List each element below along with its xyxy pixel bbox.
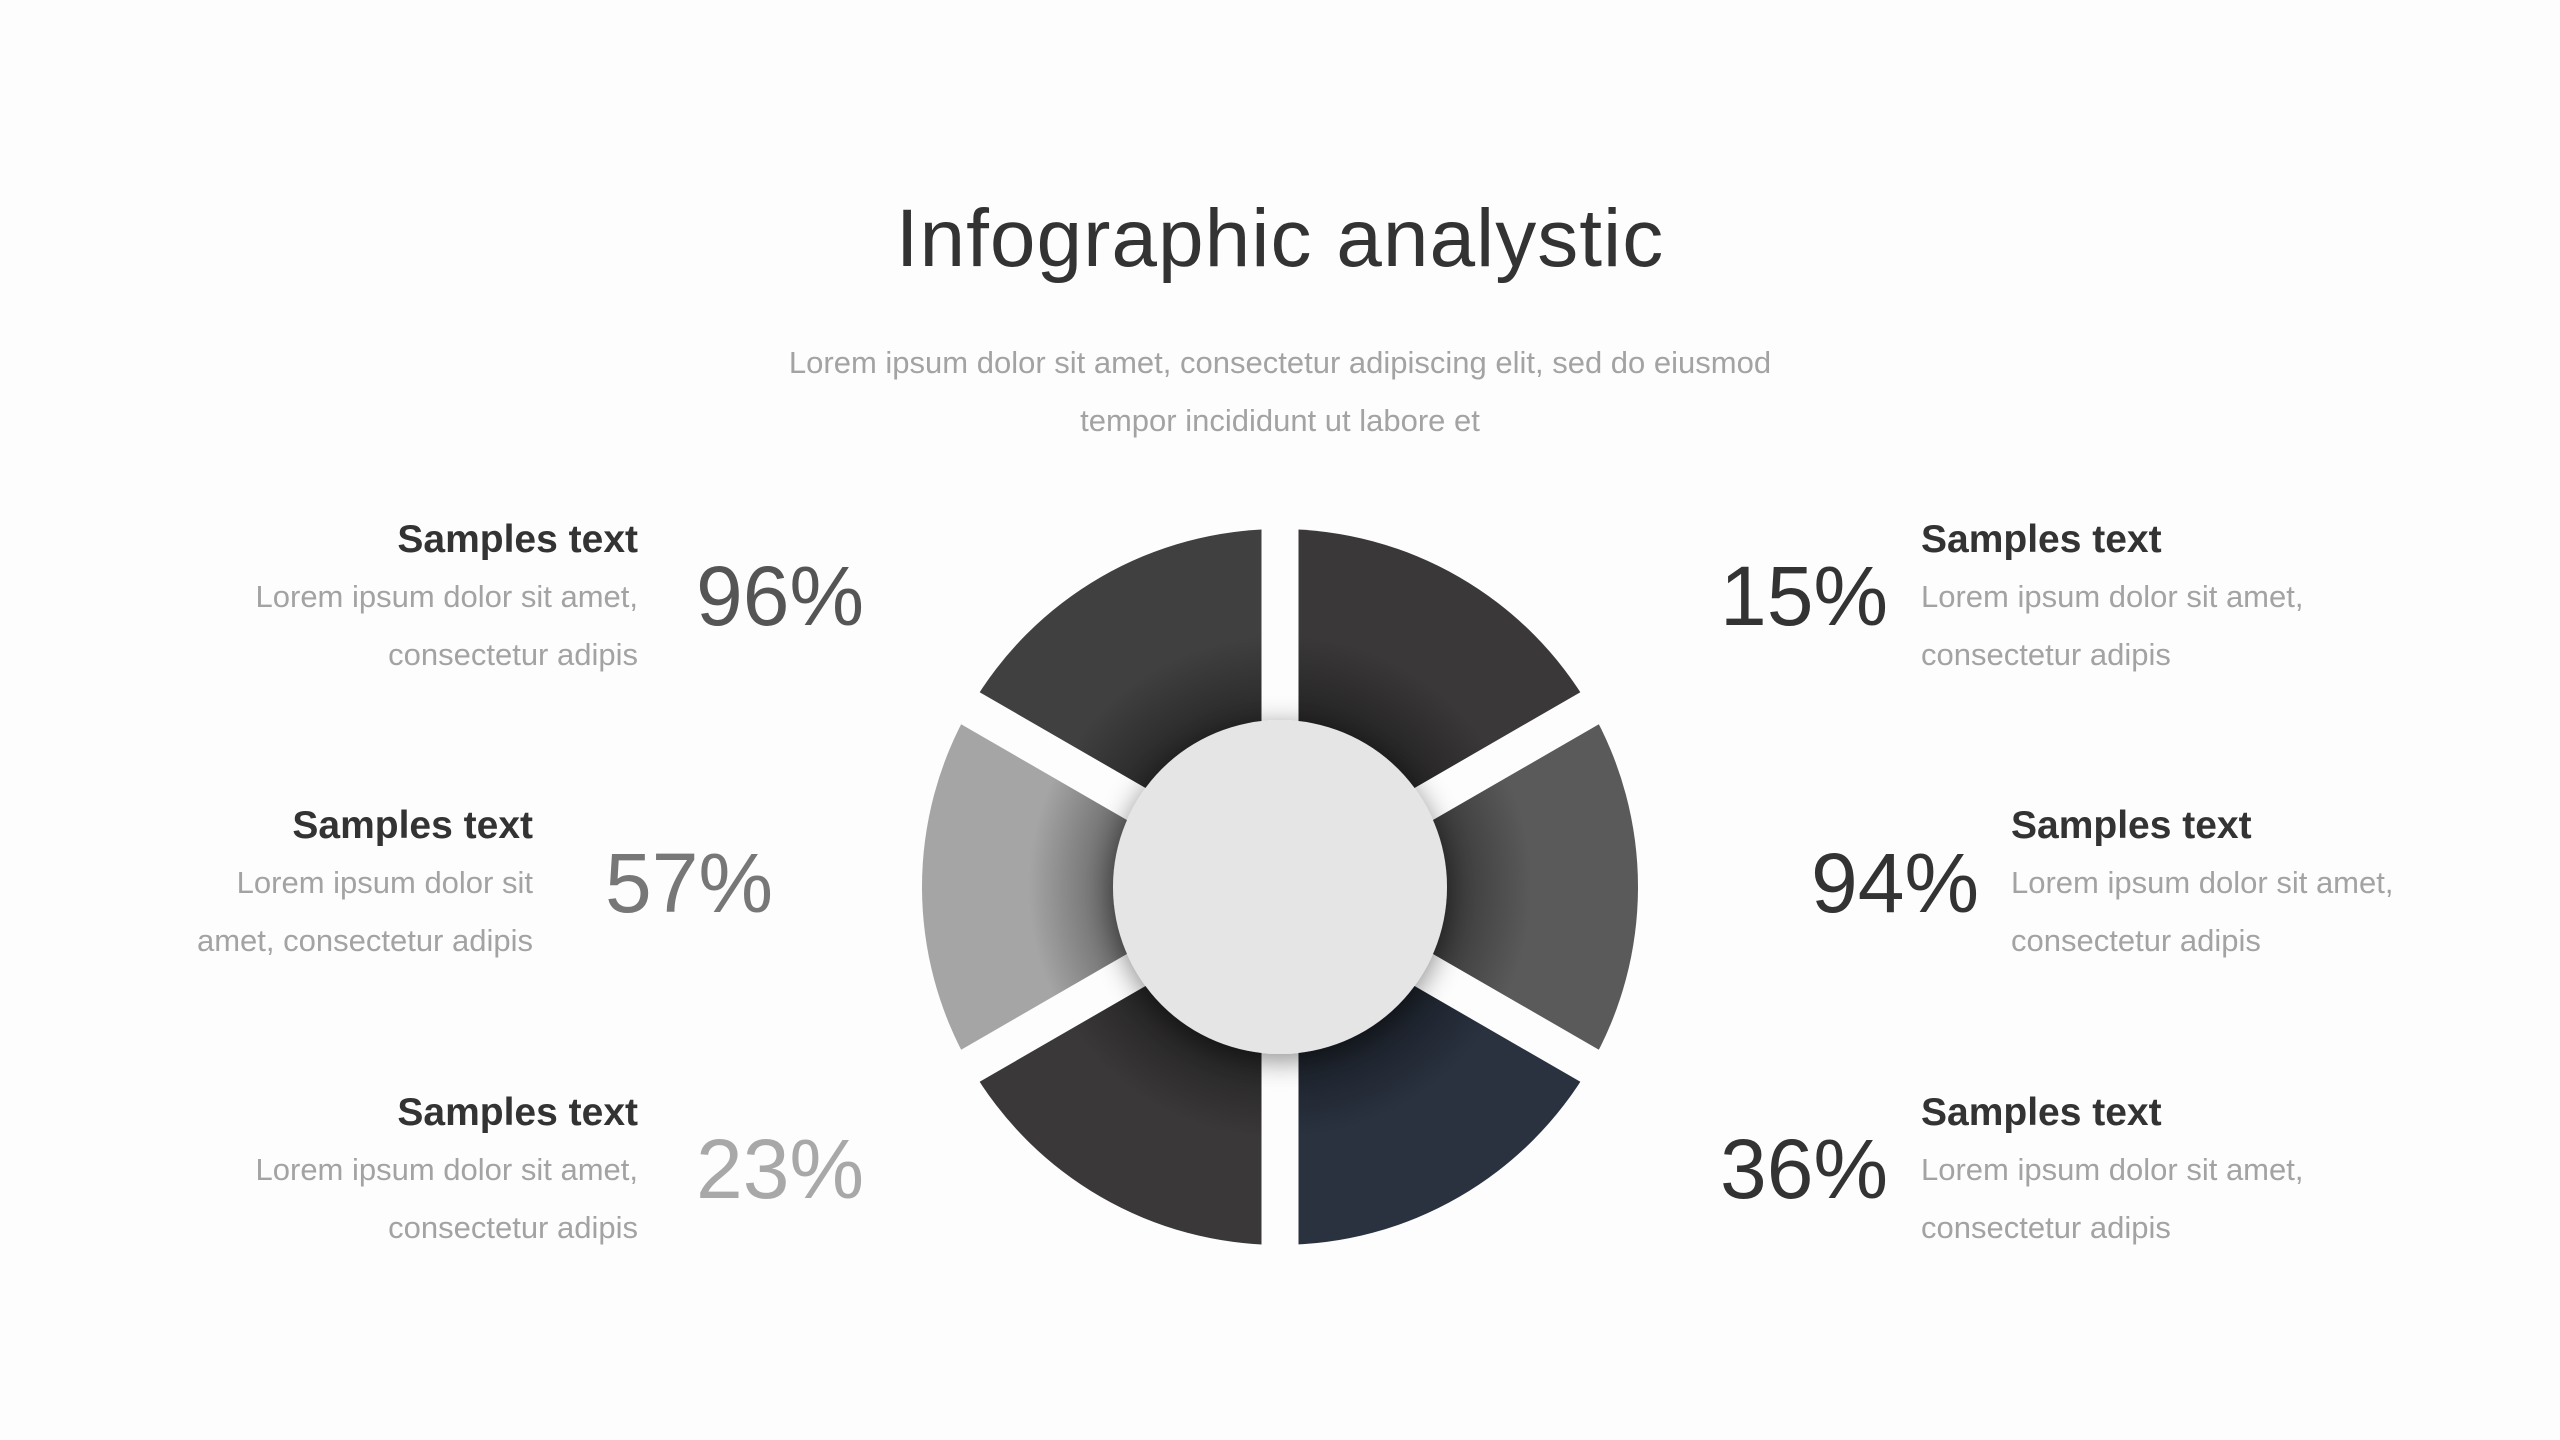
item-middle-right: Samples text Lorem ipsum dolor sit amet,… — [2011, 798, 2560, 970]
item-heading: Samples text — [397, 518, 638, 561]
item-heading: Samples text — [1921, 518, 2162, 561]
item-body-line: Lorem ipsum dolor sit amet, — [2011, 865, 2394, 900]
item-body-line: Lorem ipsum dolor sit amet, — [255, 579, 638, 614]
item-body-line: amet, consectetur adipis — [196, 923, 533, 958]
page-title: Infographic analystic — [895, 193, 1665, 284]
center-hub — [1113, 720, 1447, 1054]
percent-value: 57% — [605, 836, 774, 930]
item-body-line: Lorem ipsum dolor sit amet, — [1921, 1152, 2304, 1187]
item-body-line: Lorem ipsum dolor sit — [236, 865, 533, 900]
item-heading: Samples text — [292, 804, 533, 847]
percent-value: 23% — [696, 1122, 865, 1216]
item-heading: Samples text — [2011, 804, 2252, 847]
item-top-right: Samples text Lorem ipsum dolor sit amet,… — [1921, 512, 2481, 684]
item-body-line: consectetur adipis — [1921, 1210, 2171, 1245]
percent-value: 15% — [1720, 549, 1889, 643]
item-heading: Samples text — [1921, 1091, 2162, 1134]
item-bottom-right: Samples text Lorem ipsum dolor sit amet,… — [1921, 1085, 2481, 1257]
item-heading: Samples text — [397, 1091, 638, 1134]
percent-value: 96% — [696, 549, 865, 643]
item-body-line: consectetur adipis — [388, 1210, 638, 1245]
item-bottom-left: Samples text Lorem ipsum dolor sit amet,… — [78, 1085, 638, 1257]
subtitle: Lorem ipsum dolor sit amet, consectetur … — [680, 334, 1880, 450]
item-body-line: Lorem ipsum dolor sit amet, — [1921, 579, 2304, 614]
item-body-line: Lorem ipsum dolor sit amet, — [255, 1152, 638, 1187]
percent-value: 94% — [1811, 836, 1980, 930]
item-body-line: consectetur adipis — [2011, 923, 2261, 958]
item-top-left: Samples text Lorem ipsum dolor sit amet,… — [78, 512, 638, 684]
subtitle-line: Lorem ipsum dolor sit amet, consectetur … — [788, 345, 1772, 380]
item-body-line: consectetur adipis — [388, 637, 638, 672]
item-middle-left: Samples text Lorem ipsum dolor sit amet,… — [0, 798, 533, 970]
percent-value: 36% — [1720, 1122, 1889, 1216]
item-body-line: consectetur adipis — [1921, 637, 2171, 672]
subtitle-line: tempor incididunt ut labore et — [1080, 403, 1480, 438]
